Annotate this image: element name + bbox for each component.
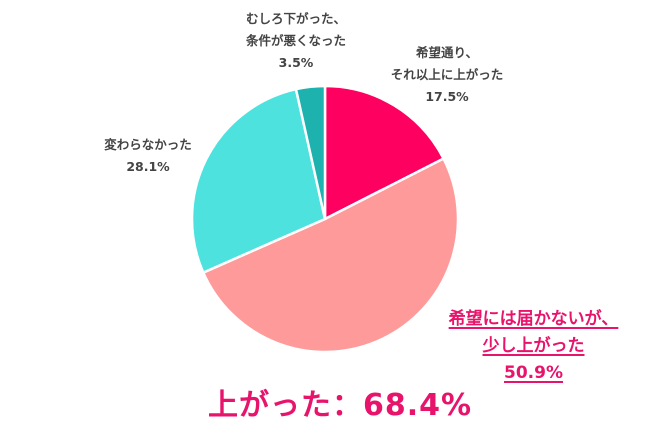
pie-slices xyxy=(190,84,460,354)
label-up-more: 希望通り、 それ以上に上がった 17.5% xyxy=(372,42,522,108)
label-up-little-line2: 少し上がった xyxy=(482,336,585,356)
label-down-pct: 3.5% xyxy=(278,55,314,70)
label-down-line2: 条件が悪くなった xyxy=(245,33,346,48)
label-down: むしろ下がった、 条件が悪くなった 3.5% xyxy=(226,8,366,74)
label-down-line1: むしろ下がった、 xyxy=(245,11,346,26)
label-up-more-line2: それ以上に上がった xyxy=(390,67,504,82)
label-up-more-line1: 希望通り、 xyxy=(415,45,478,60)
summary-total: 上がった：68.4% xyxy=(208,388,473,423)
label-same-line1: 変わらなかった xyxy=(104,137,192,152)
label-up-little: 希望には届かないが、 少し上がった 50.9% xyxy=(426,306,641,387)
pie-slice-0 xyxy=(323,84,445,221)
label-up-little-line1: 希望には届かないが、 xyxy=(448,309,619,329)
label-same-pct: 28.1% xyxy=(126,159,170,174)
label-up-more-pct: 17.5% xyxy=(425,89,469,104)
label-same: 変わらなかった 28.1% xyxy=(88,134,208,178)
pie-slice-3 xyxy=(294,84,327,221)
label-up-little-pct: 50.9% xyxy=(504,363,563,383)
pie-slice-1 xyxy=(202,157,460,354)
pie-slice-2 xyxy=(190,87,327,274)
